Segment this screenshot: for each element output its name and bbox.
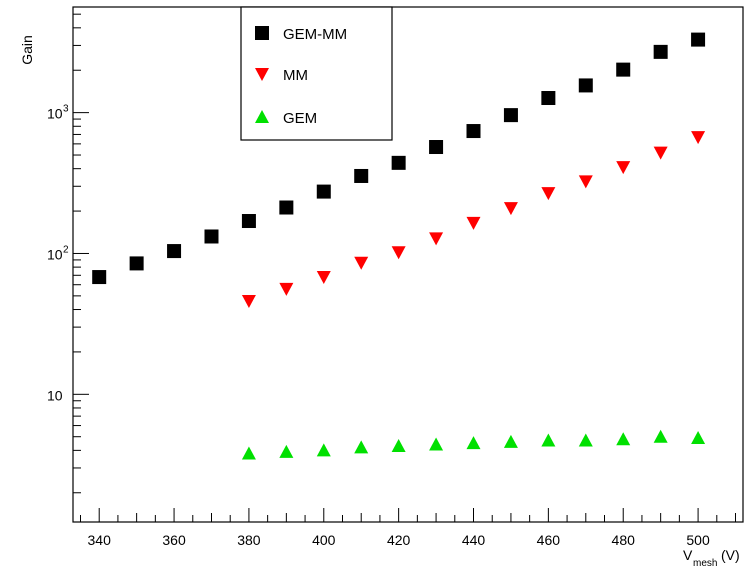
data-point <box>429 232 444 246</box>
data-point <box>316 271 331 285</box>
legend-label: GEM <box>283 110 317 127</box>
data-point <box>316 443 331 457</box>
data-point <box>241 214 256 229</box>
data-point <box>466 124 481 139</box>
data-point <box>466 436 481 450</box>
data-point <box>241 446 256 460</box>
data-point <box>541 433 556 447</box>
y-axis-title: Gain <box>19 35 35 65</box>
data-point <box>653 44 668 59</box>
data-point <box>204 229 219 244</box>
plot-area-border <box>72 6 744 523</box>
data-point <box>279 444 294 458</box>
data-point <box>316 184 331 199</box>
legend-entry: MM <box>255 67 308 84</box>
data-point <box>503 108 518 123</box>
x-tick-label: 460 <box>537 532 561 548</box>
data-point <box>429 437 444 451</box>
series-mm <box>241 131 706 308</box>
data-point <box>653 146 668 160</box>
data-point <box>167 244 182 259</box>
axis-ticks <box>73 13 737 522</box>
series-gem <box>241 429 706 460</box>
legend-entry: GEM <box>255 110 317 127</box>
data-point <box>354 440 369 454</box>
data-point <box>691 131 706 145</box>
legend-marker <box>255 68 269 81</box>
data-series <box>92 32 706 460</box>
x-tick-label: 500 <box>686 532 710 548</box>
data-point <box>429 140 444 155</box>
x-axis-title-unit: (V) <box>721 547 740 563</box>
y-tick-label-base: 10 <box>47 387 63 403</box>
legend-entry: GEM-MM <box>255 26 347 43</box>
data-point <box>241 294 256 308</box>
data-point <box>541 187 556 201</box>
legend-label: MM <box>283 67 308 84</box>
x-tick-label: 360 <box>162 532 186 548</box>
data-point <box>578 433 593 447</box>
x-tick-label: 400 <box>312 532 336 548</box>
data-point <box>391 246 406 260</box>
data-point <box>503 434 518 448</box>
data-point <box>92 270 107 285</box>
x-tick-label: 340 <box>88 532 112 548</box>
data-point <box>279 200 294 215</box>
x-axis-title-subscript: mesh <box>693 558 717 569</box>
data-point <box>578 78 593 93</box>
y-tick-label-base: 10 <box>47 106 63 122</box>
series-gem-mm <box>92 32 706 285</box>
x-tick-label: 440 <box>462 532 486 548</box>
y-tick-label-exponent: 2 <box>63 244 69 255</box>
data-point <box>578 175 593 189</box>
data-point <box>691 32 706 47</box>
data-point <box>616 161 631 175</box>
data-point <box>653 429 668 443</box>
data-point <box>503 202 518 216</box>
legend-marker <box>255 110 269 123</box>
data-point <box>354 168 369 183</box>
data-point <box>466 216 481 230</box>
legend-marker <box>255 26 269 40</box>
data-point <box>279 282 294 296</box>
data-point <box>616 432 631 446</box>
data-point <box>391 438 406 452</box>
x-tick-label: 380 <box>237 532 261 548</box>
plot-frame <box>72 6 744 523</box>
x-tick-label: 420 <box>387 532 411 548</box>
data-point <box>129 256 144 271</box>
x-tick-label: 480 <box>612 532 636 548</box>
y-tick-label-exponent: 3 <box>63 104 69 115</box>
data-point <box>541 91 556 106</box>
legend-label: GEM-MM <box>283 26 347 43</box>
data-point <box>354 256 369 270</box>
x-axis-title-main: V <box>683 547 693 563</box>
data-point <box>691 430 706 444</box>
data-point <box>616 62 631 77</box>
data-point <box>391 155 406 170</box>
legend: GEM-MM MM GEM <box>240 6 393 141</box>
y-tick-label-base: 10 <box>47 246 63 262</box>
